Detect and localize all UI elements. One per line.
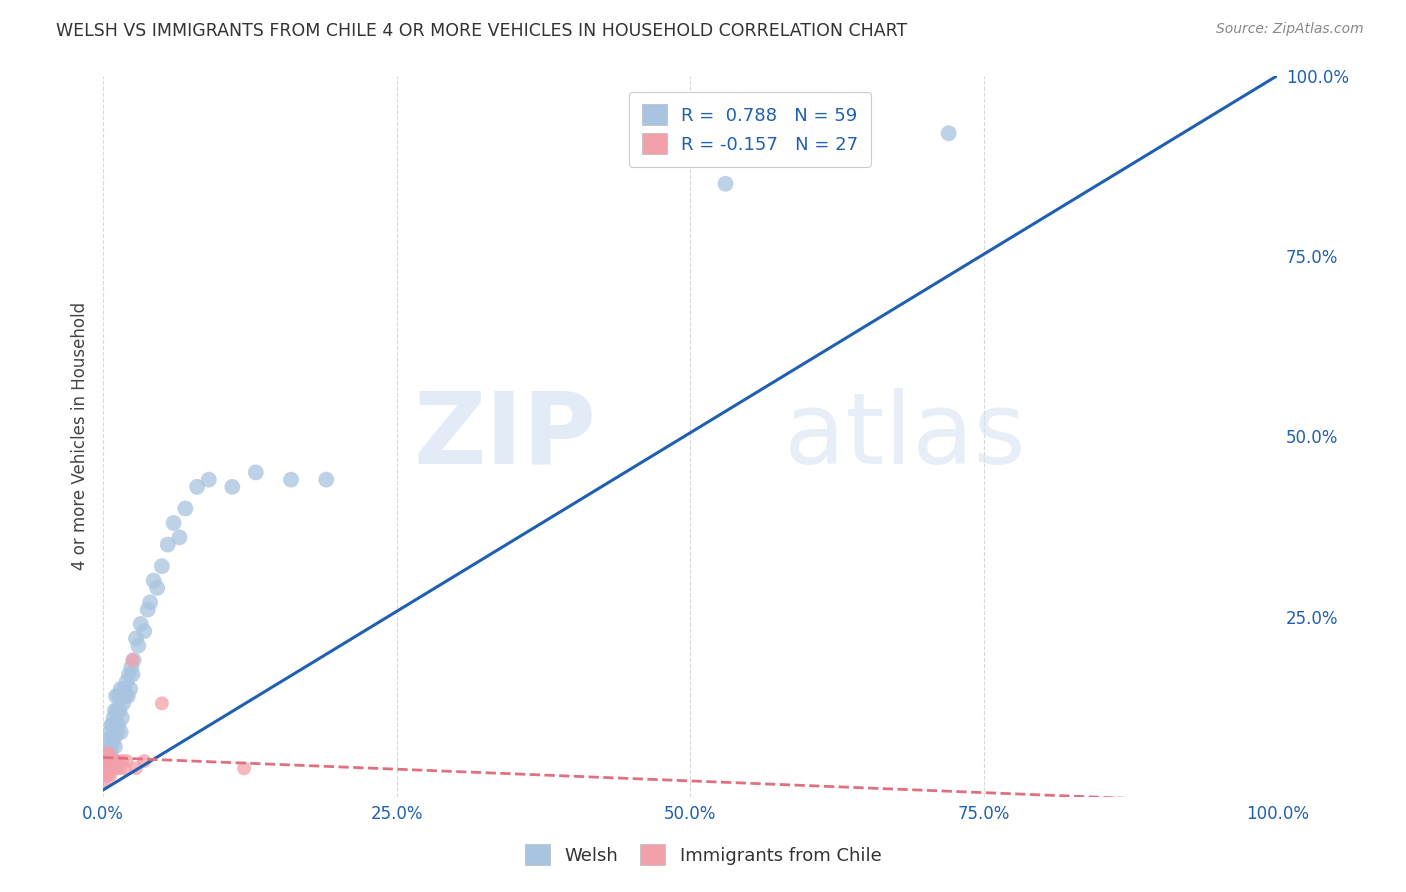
Point xyxy=(93,775,115,789)
Point xyxy=(110,725,132,739)
Point xyxy=(100,718,122,732)
Point xyxy=(120,660,142,674)
Point xyxy=(118,667,141,681)
Point xyxy=(120,681,142,696)
Point xyxy=(315,473,337,487)
Point xyxy=(93,761,115,775)
Point xyxy=(112,681,135,696)
Text: ZIP: ZIP xyxy=(413,388,596,485)
Point xyxy=(105,704,128,718)
Point xyxy=(97,739,120,754)
Point xyxy=(280,473,302,487)
Text: WELSH VS IMMIGRANTS FROM CHILE 4 OR MORE VEHICLES IN HOUSEHOLD CORRELATION CHART: WELSH VS IMMIGRANTS FROM CHILE 4 OR MORE… xyxy=(56,22,907,40)
Point xyxy=(101,732,124,747)
Point xyxy=(103,761,125,775)
Legend: Welsh, Immigrants from Chile: Welsh, Immigrants from Chile xyxy=(516,835,890,874)
Point xyxy=(94,768,117,782)
Point xyxy=(111,754,134,768)
Point xyxy=(121,667,143,681)
Point xyxy=(97,754,120,768)
Point xyxy=(101,754,124,768)
Point xyxy=(142,574,165,588)
Point xyxy=(245,466,267,480)
Point xyxy=(125,761,148,775)
Point xyxy=(107,689,129,703)
Point xyxy=(112,761,135,775)
Point xyxy=(938,126,960,140)
Point xyxy=(105,754,128,768)
Point xyxy=(96,761,118,775)
Point xyxy=(96,747,118,761)
Point xyxy=(134,624,156,639)
Point xyxy=(104,754,127,768)
Point xyxy=(129,617,152,632)
Point xyxy=(98,754,121,768)
Point xyxy=(174,501,197,516)
Legend: R =  0.788   N = 59, R = -0.157   N = 27: R = 0.788 N = 59, R = -0.157 N = 27 xyxy=(628,92,870,167)
Point xyxy=(98,754,121,768)
Point xyxy=(121,653,143,667)
Y-axis label: 4 or more Vehicles in Household: 4 or more Vehicles in Household xyxy=(72,302,89,570)
Point xyxy=(94,754,117,768)
Point xyxy=(156,538,179,552)
Point xyxy=(198,473,221,487)
Point xyxy=(100,739,122,754)
Point xyxy=(98,725,121,739)
Point xyxy=(105,761,128,775)
Text: Source: ZipAtlas.com: Source: ZipAtlas.com xyxy=(1216,22,1364,37)
Point xyxy=(97,768,120,782)
Point xyxy=(125,632,148,646)
Point xyxy=(112,696,135,710)
Point xyxy=(150,559,173,574)
Point xyxy=(714,177,737,191)
Point xyxy=(111,689,134,703)
Text: atlas: atlas xyxy=(785,388,1026,485)
Point xyxy=(105,718,128,732)
Point xyxy=(98,747,121,761)
Point xyxy=(104,739,127,754)
Point xyxy=(111,711,134,725)
Point xyxy=(104,725,127,739)
Point xyxy=(103,711,125,725)
Point xyxy=(98,747,121,761)
Point xyxy=(233,761,256,775)
Point xyxy=(134,754,156,768)
Point xyxy=(186,480,208,494)
Point xyxy=(108,704,131,718)
Point xyxy=(150,696,173,710)
Point xyxy=(169,530,191,544)
Point xyxy=(101,718,124,732)
Point xyxy=(104,704,127,718)
Point xyxy=(139,595,162,609)
Point xyxy=(100,761,122,775)
Point xyxy=(117,689,139,703)
Point xyxy=(108,761,131,775)
Point xyxy=(94,747,117,761)
Point xyxy=(98,732,121,747)
Point xyxy=(115,754,138,768)
Point xyxy=(96,747,118,761)
Point xyxy=(146,581,169,595)
Point xyxy=(127,639,149,653)
Point xyxy=(136,602,159,616)
Point xyxy=(110,681,132,696)
Point xyxy=(115,674,138,689)
Point xyxy=(105,689,128,703)
Point xyxy=(98,768,121,782)
Point xyxy=(122,653,145,667)
Point xyxy=(162,516,184,530)
Point xyxy=(105,725,128,739)
Point xyxy=(107,718,129,732)
Point xyxy=(221,480,243,494)
Point xyxy=(114,689,136,703)
Point xyxy=(103,732,125,747)
Point xyxy=(98,761,121,775)
Point xyxy=(93,761,115,775)
